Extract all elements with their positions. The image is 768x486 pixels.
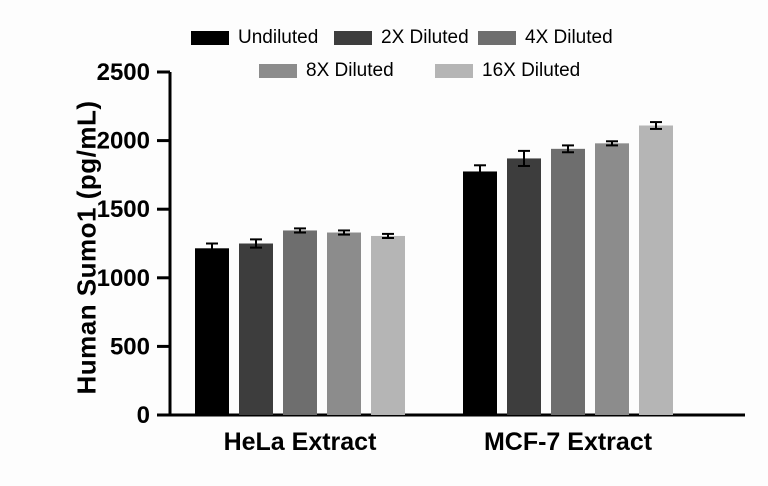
bar-16x-diluted-0 [371, 235, 405, 415]
y-axis-tick-label: 2500 [97, 59, 150, 86]
legend-swatch-icon [435, 64, 473, 78]
legend-item-undiluted: Undiluted [191, 27, 318, 49]
bar-undiluted-1 [463, 171, 497, 415]
bar-8x-diluted-1 [595, 143, 629, 415]
legend-swatch-icon [191, 31, 229, 45]
y-axis-tick-label: 1000 [97, 265, 150, 292]
legend-label: 4X Diluted [525, 27, 613, 48]
bar-2x-diluted-1 [507, 158, 541, 415]
bar-16x-diluted-1 [639, 125, 673, 416]
bar-4x-diluted-0 [283, 230, 317, 415]
y-axis-tick-label: 500 [110, 333, 150, 360]
legend-swatch-icon [259, 64, 297, 78]
bar-undiluted-0 [195, 248, 229, 415]
y-axis-tick-label: 0 [137, 402, 150, 429]
legend-label: Undiluted [238, 27, 319, 48]
bar-8x-diluted-0 [327, 232, 361, 415]
legend-swatch-icon [334, 31, 372, 45]
legend-swatch-icon [478, 31, 516, 45]
legend-label: 16X Diluted [482, 60, 581, 81]
y-axis-tick-label: 1500 [97, 196, 150, 223]
bar-4x-diluted-1 [551, 148, 585, 415]
category-label-mcf7: MCF-7 Extract [483, 428, 653, 456]
y-axis-tick-label: 2000 [97, 128, 150, 155]
legend-item-8x-diluted: 8X Diluted [259, 60, 394, 82]
legend-label: 8X Diluted [306, 60, 394, 81]
legend-item-4x-diluted: 4X Diluted [478, 27, 613, 49]
category-label-hela: HeLa Extract [223, 428, 377, 456]
legend-item-2x-diluted: 2X Diluted [334, 27, 469, 49]
bar-2x-diluted-0 [239, 243, 273, 415]
legend-item-16x-diluted: 16X Diluted [435, 60, 580, 82]
legend-label: 2X Diluted [381, 27, 469, 48]
